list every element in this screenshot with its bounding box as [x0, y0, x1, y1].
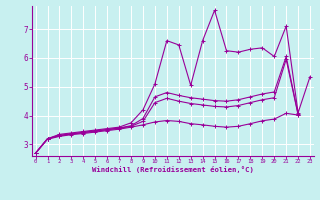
X-axis label: Windchill (Refroidissement éolien,°C): Windchill (Refroidissement éolien,°C) — [92, 166, 254, 173]
